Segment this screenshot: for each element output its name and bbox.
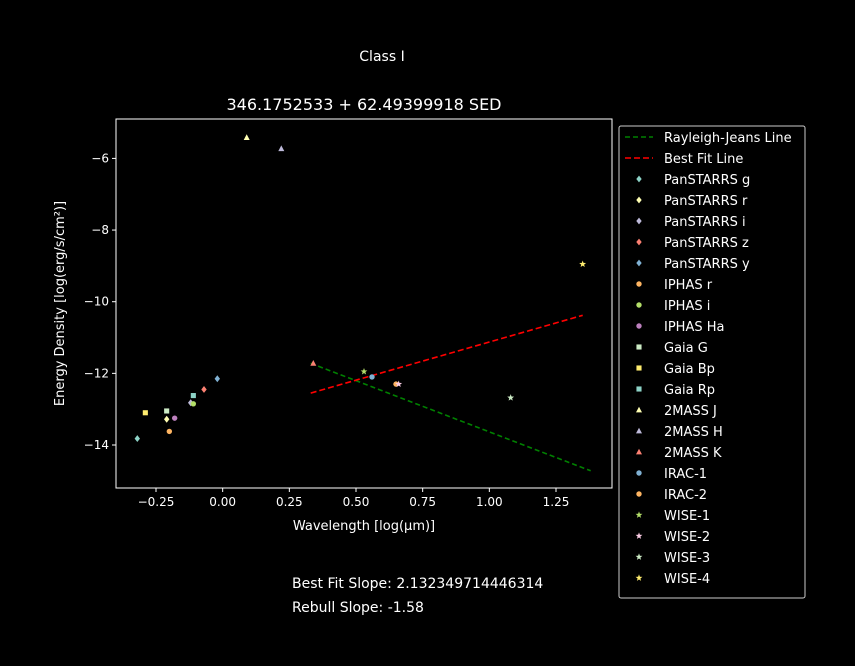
x-tick-label: 0.75 <box>409 495 436 509</box>
legend-marker <box>635 574 643 581</box>
legend-label: IPHAS i <box>664 299 710 314</box>
legend-label: Rayleigh-Jeans Line <box>664 131 792 146</box>
legend-label: Gaia G <box>664 341 708 356</box>
data-point <box>190 401 197 407</box>
data-point <box>310 360 317 366</box>
legend: Rayleigh-Jeans Line Best Fit Line PanSTARR… <box>618 125 806 599</box>
legend-marker <box>636 196 642 204</box>
legend-label: IPHAS r <box>664 278 713 293</box>
data-point <box>134 435 140 442</box>
data-point <box>369 374 375 380</box>
legend-marker <box>636 491 642 497</box>
axes-frame <box>115 118 613 489</box>
legend-label: WISE-4 <box>664 572 710 587</box>
data-point <box>507 394 515 401</box>
legend-label: IPHAS Ha <box>664 320 724 335</box>
legend-label: PanSTARRS z <box>664 236 749 251</box>
data-point <box>164 415 170 423</box>
legend-marker <box>636 448 642 455</box>
x-tick-label: 0.00 <box>209 495 236 509</box>
legend-marker <box>636 302 642 308</box>
y-tick-label: −6 <box>91 151 109 165</box>
legend-label: IRAC-1 <box>664 467 707 482</box>
data-point <box>360 368 368 375</box>
x-tick-label: −0.25 <box>138 495 175 509</box>
data-point <box>214 375 220 383</box>
legend-label: WISE-1 <box>664 509 710 524</box>
legend-marker <box>636 406 642 413</box>
data-point <box>395 380 403 387</box>
data-point <box>164 408 170 414</box>
y-tick-label: −14 <box>84 438 109 452</box>
legend-marker <box>636 217 642 225</box>
legend-label: PanSTARRS r <box>664 194 748 209</box>
legend-label: PanSTARRS i <box>664 215 746 230</box>
fit-line <box>310 314 583 394</box>
x-tick-label: 1.25 <box>543 495 570 509</box>
plot-area: −0.25 0.00 0.25 0.50 0.75 1.00 1.25 −14 −12 −10 −8… <box>53 118 613 534</box>
legend-marker <box>636 470 642 476</box>
y-axis-label: Energy Density [log(erg/s/cm²)] <box>53 201 68 406</box>
data-point <box>142 410 148 416</box>
data-point <box>171 415 178 421</box>
legend-marker <box>635 553 643 560</box>
legend-marker <box>636 281 642 287</box>
legend-label: 2MASS K <box>664 446 722 461</box>
legend-label: Gaia Bp <box>664 362 715 377</box>
legend-marker <box>636 344 642 350</box>
legend-marker <box>636 365 642 371</box>
legend-marker <box>636 175 642 183</box>
x-tick-label: 1.00 <box>476 495 503 509</box>
legend-marker <box>636 427 642 434</box>
legend-marker <box>636 323 642 329</box>
legend-label: IRAC-2 <box>664 488 707 503</box>
y-tick-label: −8 <box>91 223 109 237</box>
x-axis-label: Wavelength [log(μm)] <box>293 519 435 534</box>
legend-label: WISE-2 <box>664 530 710 545</box>
legend-box <box>618 125 806 599</box>
figure-suptitle: Class I <box>359 49 404 65</box>
fit-line <box>310 362 591 472</box>
y-tick-label: −10 <box>84 295 109 309</box>
data-point <box>579 260 587 267</box>
data-point <box>278 145 285 152</box>
legend-label: Gaia Rp <box>664 383 715 398</box>
legend-marker <box>636 238 642 246</box>
legend-label: WISE-3 <box>664 551 710 566</box>
chart-title: 346.1752533 + 62.49399918 SED <box>226 95 501 114</box>
legend-label: PanSTARRS g <box>664 173 750 188</box>
rebull-slope-label: Rebull Slope: -1.58 <box>292 600 424 616</box>
legend-marker <box>636 386 642 392</box>
legend-label: 2MASS H <box>664 425 723 440</box>
legend-marker <box>636 259 642 267</box>
legend-label: Best Fit Line <box>664 152 743 167</box>
legend-marker <box>635 511 643 518</box>
data-point <box>188 399 194 407</box>
y-tick-label: −12 <box>84 366 109 380</box>
data-point <box>243 134 250 140</box>
legend-marker <box>635 532 643 539</box>
legend-label: PanSTARRS y <box>664 257 750 272</box>
x-tick-label: 0.50 <box>343 495 370 509</box>
data-point <box>166 428 173 435</box>
data-point <box>190 393 196 399</box>
legend-label: 2MASS J <box>664 404 717 419</box>
x-tick-label: 0.25 <box>276 495 303 509</box>
data-point <box>201 386 207 393</box>
best-fit-slope-label: Best Fit Slope: 2.132349714446314 <box>292 576 544 592</box>
